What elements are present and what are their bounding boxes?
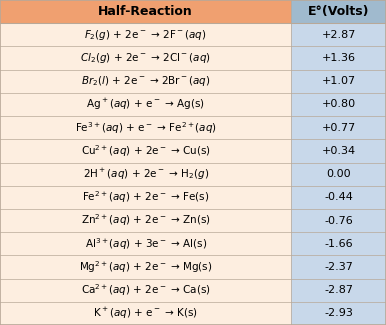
Bar	[291, 209, 386, 232]
Bar	[291, 232, 386, 255]
Text: Zn$^{2+}$($\mathit{aq}$) + 2e$^-$ → Zn(s): Zn$^{2+}$($\mathit{aq}$) + 2e$^-$ → Zn(s…	[81, 213, 211, 228]
Text: -0.76: -0.76	[324, 215, 353, 226]
Bar	[291, 23, 386, 46]
Bar	[0, 209, 291, 232]
Bar	[291, 279, 386, 302]
Bar	[291, 139, 386, 162]
Bar	[0, 302, 291, 325]
Text: +1.36: +1.36	[322, 53, 356, 63]
Text: -0.44: -0.44	[324, 192, 353, 202]
Text: K$^+$($\mathit{aq}$) + e$^-$ → K(s): K$^+$($\mathit{aq}$) + e$^-$ → K(s)	[93, 306, 198, 321]
Bar	[291, 255, 386, 279]
Bar	[0, 162, 291, 186]
Text: Mg$^{2+}$($\mathit{aq}$) + 2e$^-$ → Mg(s): Mg$^{2+}$($\mathit{aq}$) + 2e$^-$ → Mg(s…	[79, 259, 212, 275]
Bar	[291, 162, 386, 186]
Bar	[291, 116, 386, 139]
Bar	[0, 139, 291, 162]
Bar	[0, 232, 291, 255]
Bar	[0, 279, 291, 302]
Text: Fe$^{3+}$($\mathit{aq}$) + e$^-$ → Fe$^{2+}$($\mathit{aq}$): Fe$^{3+}$($\mathit{aq}$) + e$^-$ → Fe$^{…	[75, 120, 217, 136]
Text: -2.37: -2.37	[324, 262, 353, 272]
Bar	[0, 23, 291, 46]
Text: Ag$^+$($\mathit{aq}$) + e$^-$ → Ag(s): Ag$^+$($\mathit{aq}$) + e$^-$ → Ag(s)	[86, 97, 205, 112]
Text: Fe$^{2+}$($\mathit{aq}$) + 2e$^-$ → Fe(s): Fe$^{2+}$($\mathit{aq}$) + 2e$^-$ → Fe(s…	[82, 189, 209, 205]
Text: -2.93: -2.93	[324, 308, 353, 318]
Bar	[291, 93, 386, 116]
Bar	[0, 93, 291, 116]
Bar	[0, 186, 291, 209]
Text: $\mathit{Br_2(l)}$ + 2e$^-$ → 2Br$^-$($\mathit{aq}$): $\mathit{Br_2(l)}$ + 2e$^-$ → 2Br$^-$($\…	[81, 74, 210, 88]
Bar	[0, 70, 291, 93]
Text: +2.87: +2.87	[322, 30, 356, 40]
Bar	[291, 70, 386, 93]
Text: $\mathit{F_2(g)}$ + 2e$^-$ → 2F$^-$($\mathit{aq}$): $\mathit{F_2(g)}$ + 2e$^-$ → 2F$^-$($\ma…	[85, 28, 207, 42]
Bar	[0, 116, 291, 139]
Bar	[0, 255, 291, 279]
Text: +0.77: +0.77	[322, 123, 356, 133]
Bar	[291, 186, 386, 209]
Bar	[291, 46, 386, 70]
Text: E°(Volts): E°(Volts)	[308, 5, 369, 18]
Text: Ca$^{2+}$($\mathit{aq}$) + 2e$^-$ → Ca(s): Ca$^{2+}$($\mathit{aq}$) + 2e$^-$ → Ca(s…	[81, 282, 210, 298]
Text: +0.80: +0.80	[322, 99, 356, 110]
Text: +0.34: +0.34	[322, 146, 356, 156]
Text: Al$^{3+}$($\mathit{aq}$) + 3e$^-$ → Al(s): Al$^{3+}$($\mathit{aq}$) + 3e$^-$ → Al(s…	[85, 236, 207, 252]
Bar	[291, 0, 386, 23]
Text: Cu$^{2+}$($\mathit{aq}$) + 2e$^-$ → Cu(s): Cu$^{2+}$($\mathit{aq}$) + 2e$^-$ → Cu(s…	[81, 143, 211, 159]
Text: -2.87: -2.87	[324, 285, 353, 295]
Bar	[291, 302, 386, 325]
Bar	[0, 46, 291, 70]
Text: 0.00: 0.00	[327, 169, 351, 179]
Text: Half-Reaction: Half-Reaction	[98, 5, 193, 18]
Bar	[0, 0, 291, 23]
Text: +1.07: +1.07	[322, 76, 356, 86]
Text: $\mathit{Cl_2(g)}$ + 2e$^-$ → 2Cl$^-$($\mathit{aq}$): $\mathit{Cl_2(g)}$ + 2e$^-$ → 2Cl$^-$($\…	[80, 51, 211, 65]
Text: -1.66: -1.66	[324, 239, 353, 249]
Text: 2H$^+$($\mathit{aq}$) + 2e$^-$ → H$_2$($\mathit{g}$): 2H$^+$($\mathit{aq}$) + 2e$^-$ → H$_2$($…	[83, 166, 209, 182]
